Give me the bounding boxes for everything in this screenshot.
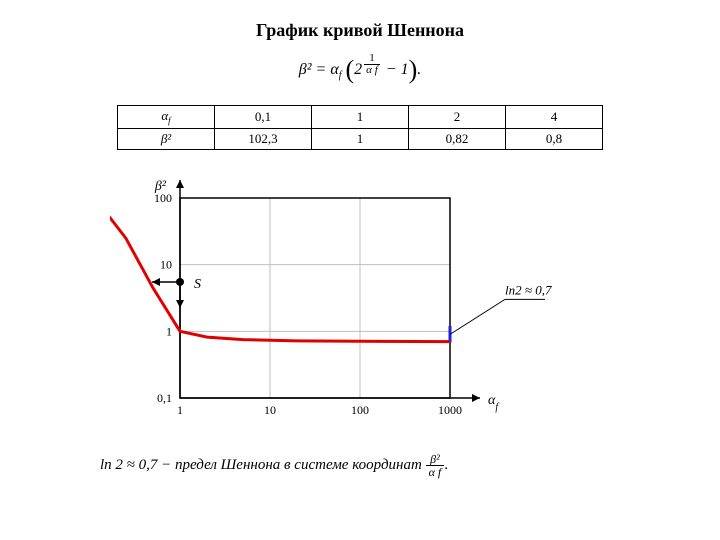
svg-text:β²: β² <box>154 179 167 194</box>
data-table: αf 0,1 1 2 4 β² 102,3 1 0,82 0,8 <box>117 105 603 150</box>
table-row: αf 0,1 1 2 4 <box>118 106 603 129</box>
row-label-beta: β² <box>118 128 215 149</box>
table-cell: 2 <box>409 106 506 129</box>
svg-text:S: S <box>194 277 201 292</box>
table-cell: 0,8 <box>506 128 603 149</box>
svg-text:αf: αf <box>488 393 499 413</box>
formula-sub-f: f <box>339 70 342 81</box>
rparen: ) <box>409 55 418 84</box>
svg-text:0,1: 0,1 <box>157 391 172 405</box>
formula: β² = αf (21α f − 1). <box>40 53 680 85</box>
table-cell: 4 <box>506 106 603 129</box>
footnote-fraction: β² α f <box>426 453 445 478</box>
lparen: ( <box>346 55 355 84</box>
svg-text:100: 100 <box>351 403 369 417</box>
formula-dot: . <box>417 61 421 78</box>
page-title: График кривой Шеннона <box>40 20 680 41</box>
table-cell: 1 <box>312 106 409 129</box>
row-label-alpha: αf <box>118 106 215 129</box>
svg-text:10: 10 <box>264 403 276 417</box>
svg-text:1: 1 <box>166 324 172 338</box>
svg-text:1000: 1000 <box>438 403 462 417</box>
table-cell: 0,1 <box>215 106 312 129</box>
footnote-text: ln 2 ≈ 0,7 − предел Шеннона в системе ко… <box>100 457 426 473</box>
formula-exponent: 1α f <box>364 53 380 76</box>
formula-base: 2 <box>354 61 362 78</box>
footnote: ln 2 ≈ 0,7 − предел Шеннона в системе ко… <box>100 453 680 478</box>
shannon-chart: 11010010000,1110100β²αfSln2 ≈ 0,7 <box>110 168 680 443</box>
svg-text:1: 1 <box>177 403 183 417</box>
table-cell: 0,82 <box>409 128 506 149</box>
svg-text:10: 10 <box>160 257 172 271</box>
table-row: β² 102,3 1 0,82 0,8 <box>118 128 603 149</box>
svg-text:ln2 ≈ 0,7: ln2 ≈ 0,7 <box>505 282 552 297</box>
table-cell: 102,3 <box>215 128 312 149</box>
formula-lhs: β² = α <box>299 61 339 78</box>
table-cell: 1 <box>312 128 409 149</box>
formula-minus1: − 1 <box>382 61 409 78</box>
chart-svg: 11010010000,1110100β²αfSln2 ≈ 0,7 <box>110 168 590 438</box>
footnote-dot: . <box>444 457 448 473</box>
